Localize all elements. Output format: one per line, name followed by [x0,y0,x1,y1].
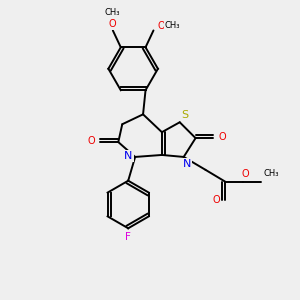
Text: O: O [218,132,226,142]
Text: CH₃: CH₃ [263,169,279,178]
Text: N: N [182,159,191,169]
Text: O: O [158,20,165,31]
Text: F: F [125,232,131,242]
Text: N: N [124,151,132,161]
Text: O: O [213,194,220,205]
Text: CH₃: CH₃ [164,21,180,30]
Text: S: S [181,110,188,120]
Text: O: O [241,169,249,179]
Text: CH₃: CH₃ [104,8,120,17]
Text: O: O [88,136,95,146]
Text: O: O [108,19,116,28]
